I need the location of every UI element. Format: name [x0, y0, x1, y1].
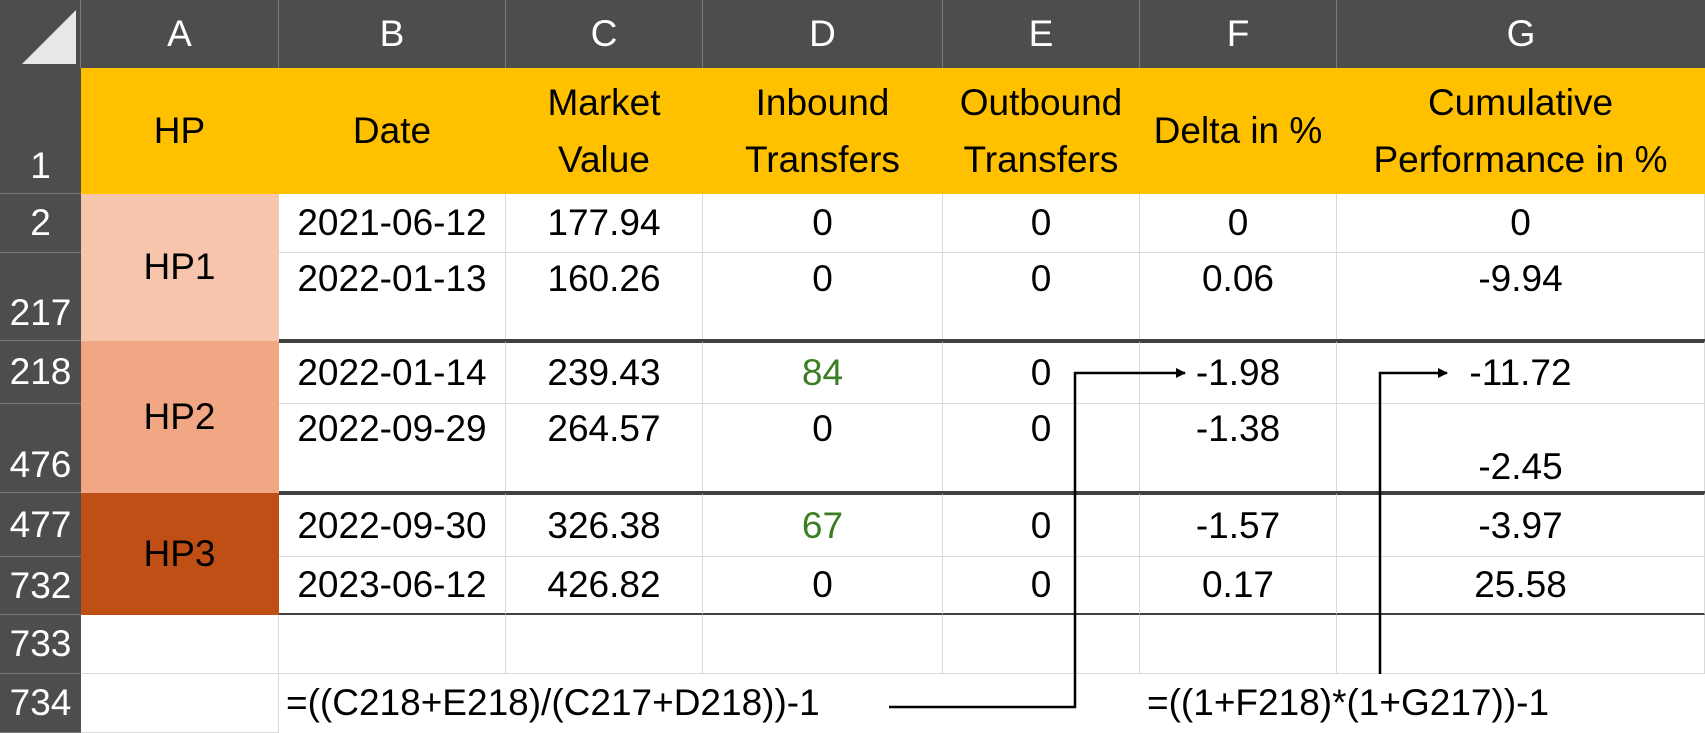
cell-market-value[interactable]: 160.26 [506, 253, 703, 341]
column-header-b[interactable]: B [279, 0, 506, 68]
cell-date[interactable]: 2021-06-12 [279, 194, 506, 253]
row-header-477[interactable]: 477 [0, 493, 81, 557]
hp-group-3[interactable]: HP3 [81, 493, 279, 615]
cell-market-value[interactable]: 239.43 [506, 341, 703, 404]
select-all-corner[interactable] [0, 0, 81, 68]
cell-date[interactable]: 2023-06-12 [279, 557, 506, 615]
cell-date[interactable]: 2022-01-13 [279, 253, 506, 341]
row-header-2[interactable]: 2 [0, 194, 81, 253]
cell-inbound[interactable]: 0 [703, 194, 943, 253]
header-delta-text: Delta in % [1153, 110, 1323, 151]
header-cumulative-line1: Cumulative [1427, 81, 1614, 123]
cell-delta[interactable]: -1.57 [1140, 493, 1337, 557]
cell-inbound[interactable]: 67 [703, 493, 943, 557]
cell-market-value[interactable]: 264.57 [506, 404, 703, 493]
cell-delta[interactable]: 0 [1140, 194, 1337, 253]
cell-delta[interactable]: -1.98 [1140, 341, 1337, 404]
header-outbound-line2: Transfers [963, 138, 1119, 180]
row-header-476[interactable]: 476 [0, 404, 81, 493]
formula-delta: =((C218+E218)/(C217+D218))-1 [286, 682, 820, 723]
group-border-hp2 [279, 491, 1705, 493]
cell-inbound[interactable]: 0 [703, 557, 943, 615]
header-date[interactable]: Date [279, 68, 506, 194]
header-date-text: Date [352, 110, 432, 151]
header-inbound-line2: Transfers [745, 138, 900, 180]
cell-cumulative[interactable]: 25.58 [1337, 557, 1705, 615]
cell-delta[interactable]: 0.17 [1140, 557, 1337, 615]
empty-cell[interactable] [279, 615, 506, 674]
empty-cell[interactable] [943, 615, 1140, 674]
cell-date[interactable]: 2022-01-14 [279, 341, 506, 404]
hp-group-1[interactable]: HP1 [81, 194, 279, 341]
hp-group-2[interactable]: HP2 [81, 341, 279, 493]
empty-cell[interactable] [703, 615, 943, 674]
cell-outbound[interactable]: 0 [943, 194, 1140, 253]
row-header-1[interactable]: 1 [0, 68, 81, 194]
column-header-e[interactable]: E [943, 0, 1140, 68]
cumulative-formula-arrow [1378, 368, 1448, 674]
header-market-value-line1: Market [547, 81, 661, 123]
header-cumulative-performance[interactable]: Cumulative Performance in % [1337, 68, 1705, 194]
select-all-triangle-icon [22, 10, 76, 64]
cell-date[interactable]: 2022-09-30 [279, 493, 506, 557]
cell-cumulative[interactable]: -3.97 [1337, 493, 1705, 557]
column-header-d[interactable]: D [703, 0, 943, 68]
delta-formula-arrow [889, 368, 1186, 709]
column-header-c[interactable]: C [506, 0, 703, 68]
header-hp-text: HP [153, 110, 206, 151]
cell-market-value[interactable]: 177.94 [506, 194, 703, 253]
header-delta[interactable]: Delta in % [1140, 68, 1337, 194]
column-header-a[interactable]: A [81, 0, 279, 68]
header-market-value-line2: Value [558, 138, 650, 180]
header-hp[interactable]: HP [81, 68, 279, 194]
cell-market-value[interactable]: 326.38 [506, 493, 703, 557]
header-outbound-line1: Outbound [959, 81, 1123, 123]
row-header-732[interactable]: 732 [0, 557, 81, 615]
header-inbound-line1: Inbound [755, 81, 890, 123]
group-border-hp1 [279, 339, 1705, 341]
empty-cell[interactable] [1140, 615, 1337, 674]
header-outbound-transfers[interactable]: Outbound Transfers [943, 68, 1140, 194]
row-header-217[interactable]: 217 [0, 253, 81, 341]
row-header-733[interactable]: 733 [0, 615, 81, 674]
cell-outbound[interactable]: 0 [943, 557, 1140, 615]
formula-cumulative: =((1+F218)*(1+G217))-1 [1147, 682, 1550, 723]
cell-market-value[interactable]: 426.82 [506, 557, 703, 615]
column-header-f[interactable]: F [1140, 0, 1337, 68]
empty-cell[interactable] [506, 615, 703, 674]
row-header-218[interactable]: 218 [0, 341, 81, 404]
cell-date[interactable]: 2022-09-29 [279, 404, 506, 493]
row-header-734[interactable]: 734 [0, 674, 81, 733]
cell-cumulative[interactable]: -11.72 [1337, 341, 1705, 404]
cell-outbound[interactable]: 0 [943, 493, 1140, 557]
header-cumulative-line2: Performance in % [1373, 138, 1668, 180]
header-market-value[interactable]: Market Value [506, 68, 703, 194]
empty-cell[interactable] [81, 615, 279, 674]
column-header-g[interactable]: G [1337, 0, 1705, 68]
cell-inbound[interactable]: 84 [703, 341, 943, 404]
header-inbound-transfers[interactable]: Inbound Transfers [703, 68, 943, 194]
